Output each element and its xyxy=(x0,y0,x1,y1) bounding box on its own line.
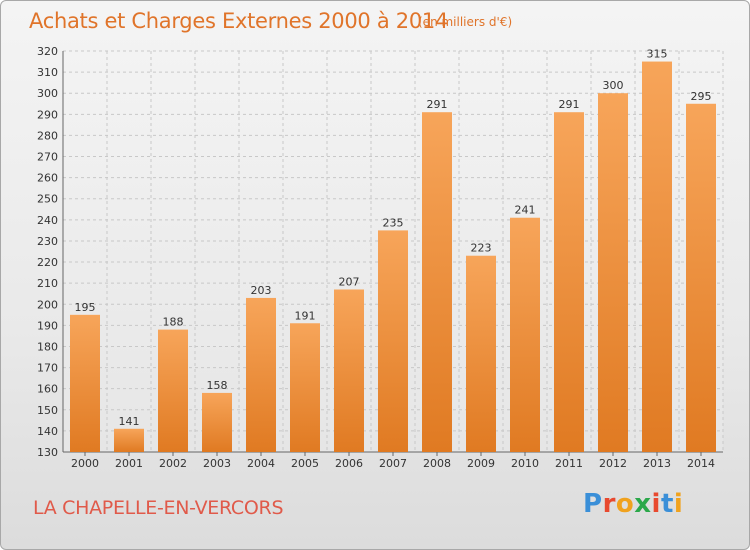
bar xyxy=(246,297,276,452)
bar xyxy=(642,61,672,452)
y-tick-label: 250 xyxy=(37,193,58,206)
x-tick-label: 2013 xyxy=(643,457,671,470)
data-label: 207 xyxy=(339,275,360,288)
y-tick-label: 200 xyxy=(37,298,58,311)
y-tick-label: 290 xyxy=(37,108,58,121)
y-tick-label: 210 xyxy=(37,277,58,290)
y-tick-label: 220 xyxy=(37,256,58,269)
y-tick-label: 240 xyxy=(37,214,58,227)
logo-letter: x xyxy=(634,489,652,519)
x-tick-label: 2002 xyxy=(159,457,187,470)
data-label: 291 xyxy=(559,98,580,111)
y-tick-label: 190 xyxy=(37,319,58,332)
y-tick-label: 160 xyxy=(37,383,58,396)
bar xyxy=(290,323,320,452)
bar xyxy=(202,392,232,452)
chart-title: Achats et Charges Externes 2000 à 2014 xyxy=(29,9,449,33)
logo-letter: i xyxy=(651,489,661,519)
y-tick-label: 320 xyxy=(37,45,58,58)
bar xyxy=(422,112,452,452)
data-label: 191 xyxy=(295,309,316,322)
bar xyxy=(70,314,100,452)
bar xyxy=(114,428,144,452)
x-tick-label: 2000 xyxy=(71,457,99,470)
data-label: 223 xyxy=(471,242,492,255)
x-tick-label: 2006 xyxy=(335,457,363,470)
y-tick-label: 310 xyxy=(37,66,58,79)
chart-subtitle: (en milliers d'€) xyxy=(418,15,513,29)
y-tick-label: 300 xyxy=(37,87,58,100)
y-tick-label: 230 xyxy=(37,235,58,248)
logo-letter: o xyxy=(615,489,635,519)
y-tick-label: 280 xyxy=(37,129,58,142)
x-tick-label: 2003 xyxy=(203,457,231,470)
logo-letter: P xyxy=(583,489,603,519)
bar xyxy=(158,329,188,452)
x-tick-label: 2001 xyxy=(115,457,143,470)
x-tick-label: 2004 xyxy=(247,457,275,470)
y-tick-label: 170 xyxy=(37,362,58,375)
data-label: 188 xyxy=(163,316,184,329)
logo-letter: i xyxy=(673,489,684,519)
bar xyxy=(554,112,584,452)
x-tick-label: 2011 xyxy=(555,457,583,470)
y-tick-label: 140 xyxy=(37,425,58,438)
proxiti-logo[interactable]: Proxiti xyxy=(583,489,683,519)
y-tick-label: 130 xyxy=(37,446,58,459)
x-tick-label: 2010 xyxy=(511,457,539,470)
x-tick-label: 2005 xyxy=(291,457,319,470)
y-tick-label: 260 xyxy=(37,172,58,185)
x-tick-label: 2008 xyxy=(423,457,451,470)
data-label: 241 xyxy=(515,204,536,217)
data-label: 315 xyxy=(647,48,668,61)
data-label: 295 xyxy=(691,90,712,103)
bar xyxy=(466,255,496,452)
x-tick-label: 2012 xyxy=(599,457,627,470)
town-name: LA CHAPELLE-EN-VERCORS xyxy=(33,497,284,519)
bar xyxy=(378,230,408,452)
bar xyxy=(686,103,716,453)
x-tick-label: 2014 xyxy=(687,457,715,470)
y-tick-label: 150 xyxy=(37,404,58,417)
logo-letter: t xyxy=(660,489,674,519)
data-label: 195 xyxy=(75,301,96,314)
data-label: 235 xyxy=(383,216,404,229)
data-label: 291 xyxy=(427,98,448,111)
logo-letter: r xyxy=(602,489,616,519)
bar xyxy=(334,289,364,452)
x-tick-label: 2009 xyxy=(467,457,495,470)
bar xyxy=(598,93,628,453)
data-label: 203 xyxy=(251,284,272,297)
x-tick-label: 2007 xyxy=(379,457,407,470)
data-label: 141 xyxy=(119,415,140,428)
plot-area: 130 140 150 160 170 180 190 200 210 220 230 240 250 2… xyxy=(37,45,724,470)
bar xyxy=(510,217,540,452)
y-tick-label: 180 xyxy=(37,340,58,353)
data-label: 158 xyxy=(207,379,228,392)
data-label: 300 xyxy=(603,79,624,92)
y-tick-label: 270 xyxy=(37,151,58,164)
